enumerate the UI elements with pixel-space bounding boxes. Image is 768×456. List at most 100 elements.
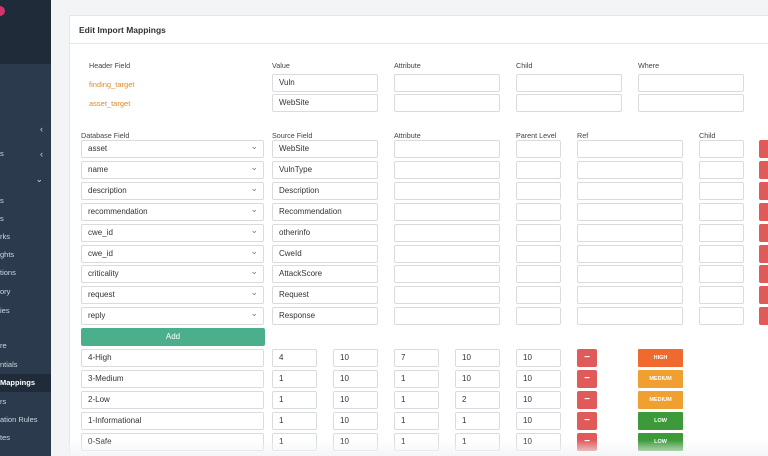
severity-value-input[interactable]: 10 [455,370,500,388]
parent-level-input[interactable] [516,182,561,200]
source-field-input[interactable]: Recommendation [272,203,378,221]
sidebar-item-5[interactable]: ory [0,287,11,296]
header-where-input[interactable] [638,74,744,92]
source-field-input[interactable]: Request [272,286,378,304]
severity-value-input[interactable]: 1 [272,391,317,409]
severity-value-input[interactable]: 10 [455,349,500,367]
sidebar-item-import-mappings[interactable]: Mappings [0,374,51,392]
header-value-input[interactable]: Vuln [272,74,378,92]
header-attribute-input[interactable] [394,94,500,112]
ref-input[interactable] [577,245,683,263]
child-input[interactable] [699,286,744,304]
child-input[interactable] [699,161,744,179]
attribute-input[interactable] [394,161,500,179]
source-field-input[interactable]: WebSite [272,140,378,158]
sidebar-item-4[interactable]: tions [0,268,16,277]
database-field-select[interactable]: description [81,182,264,200]
remove-row-button[interactable] [759,224,768,242]
header-where-input[interactable] [638,94,744,112]
severity-value-input[interactable]: 7 [394,349,439,367]
source-field-input[interactable]: Description [272,182,378,200]
severity-value-input[interactable]: 10 [333,412,378,430]
severity-name-input[interactable]: 1-Informational [81,412,264,430]
severity-value-input[interactable]: 1 [394,370,439,388]
database-field-select[interactable]: cwe_id [81,245,264,263]
ref-input[interactable] [577,140,683,158]
remove-button[interactable]: − [577,349,597,367]
sidebar-item-10[interactable]: rs [0,397,7,406]
severity-value-input[interactable]: 1 [394,391,439,409]
database-field-select[interactable]: name [81,161,264,179]
parent-level-input[interactable] [516,224,561,242]
add-button[interactable]: Add [81,328,265,346]
remove-row-button[interactable] [759,265,768,283]
severity-value-input[interactable]: 1 [272,370,317,388]
source-field-input[interactable]: CweId [272,245,378,263]
remove-button[interactable]: − [577,412,597,430]
remove-button[interactable]: − [577,370,597,388]
sidebar-item-collapsed-1[interactable]: ‹ [0,120,51,138]
header-child-input[interactable] [516,74,622,92]
database-field-select[interactable]: request [81,286,264,304]
child-input[interactable] [699,245,744,263]
severity-value-input[interactable]: 1 [272,412,317,430]
header-child-input[interactable] [516,94,622,112]
header-value-input[interactable]: WebSite [272,94,378,112]
ref-input[interactable] [577,182,683,200]
sidebar-item-6[interactable]: ies [0,306,10,315]
parent-level-input[interactable] [516,307,561,325]
child-input[interactable] [699,265,744,283]
header-attribute-input[interactable] [394,74,500,92]
attribute-input[interactable] [394,265,500,283]
attribute-input[interactable] [394,307,500,325]
sidebar-item-11[interactable]: ation Rules [0,415,38,424]
sidebar-item-7[interactable]: re [0,341,7,350]
severity-value-input[interactable]: 1 [455,412,500,430]
remove-button[interactable]: − [577,391,597,409]
remove-row-button[interactable] [759,286,768,304]
child-input[interactable] [699,182,744,200]
logo-icon[interactable] [0,6,5,16]
sidebar-item-expanded[interactable]: ⌄ [0,170,51,188]
severity-value-input[interactable]: 10 [516,349,561,367]
attribute-input[interactable] [394,182,500,200]
parent-level-input[interactable] [516,286,561,304]
severity-value-input[interactable]: 10 [333,391,378,409]
attribute-input[interactable] [394,140,500,158]
parent-level-input[interactable] [516,140,561,158]
remove-row-button[interactable] [759,182,768,200]
severity-value-input[interactable]: 4 [272,349,317,367]
source-field-input[interactable]: VulnType [272,161,378,179]
sidebar-item-0[interactable]: s [0,196,4,205]
database-field-select[interactable]: asset [81,140,264,158]
attribute-input[interactable] [394,245,500,263]
ref-input[interactable] [577,161,683,179]
severity-value-input[interactable]: 10 [516,391,561,409]
child-input[interactable] [699,224,744,242]
attribute-input[interactable] [394,286,500,304]
remove-row-button[interactable] [759,140,768,158]
sidebar-item-8[interactable]: ntials [0,360,18,369]
ref-input[interactable] [577,224,683,242]
remove-row-button[interactable] [759,203,768,221]
database-field-select[interactable]: criticality [81,265,264,283]
parent-level-input[interactable] [516,203,561,221]
database-field-select[interactable]: cwe_id [81,224,264,242]
remove-row-button[interactable] [759,307,768,325]
source-field-input[interactable]: AttackScore [272,265,378,283]
remove-row-button[interactable] [759,245,768,263]
database-field-select[interactable]: reply [81,307,264,325]
ref-input[interactable] [577,203,683,221]
sidebar-item-2[interactable]: rks [0,232,10,241]
child-input[interactable] [699,307,744,325]
ref-input[interactable] [577,307,683,325]
parent-level-input[interactable] [516,265,561,283]
severity-value-input[interactable]: 10 [516,370,561,388]
severity-name-input[interactable]: 4-High [81,349,264,367]
database-field-select[interactable]: recommendation [81,203,264,221]
child-input[interactable] [699,203,744,221]
parent-level-input[interactable] [516,245,561,263]
severity-name-input[interactable]: 3-Medium [81,370,264,388]
child-input[interactable] [699,140,744,158]
ref-input[interactable] [577,265,683,283]
